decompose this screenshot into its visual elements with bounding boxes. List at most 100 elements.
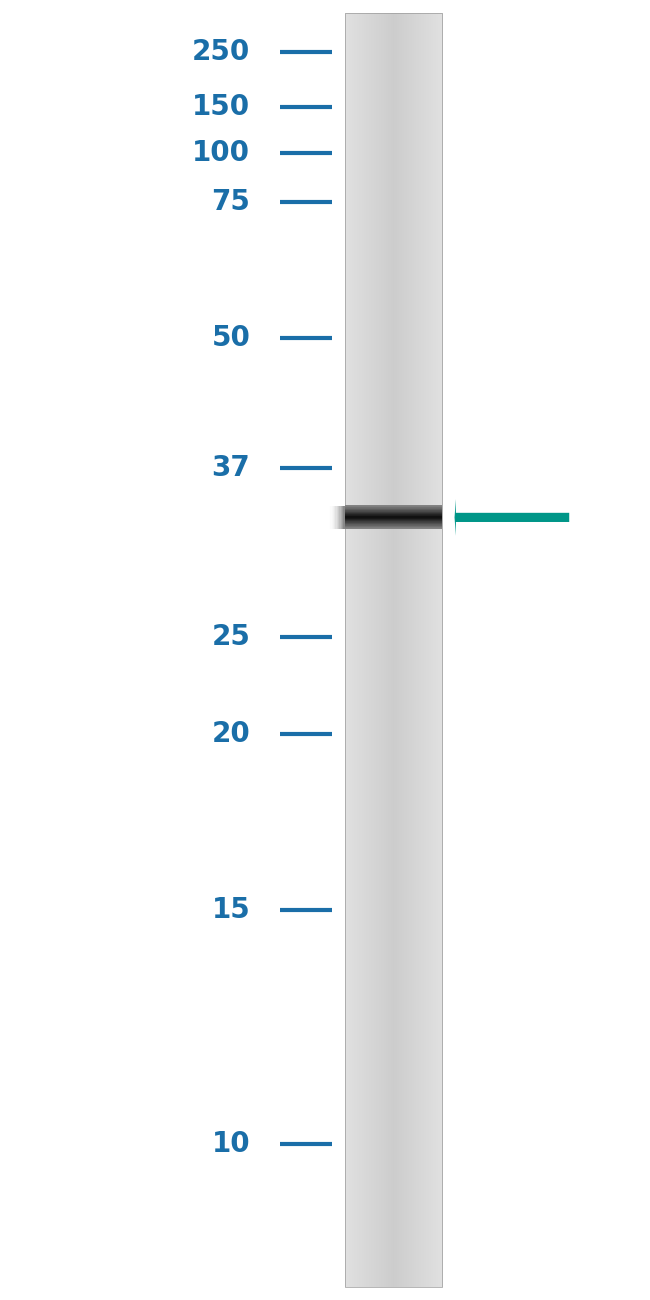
Text: 15: 15 [211,896,250,924]
Bar [419,13,421,1287]
Bar [410,13,412,1287]
Bar [334,506,335,529]
Bar [363,13,365,1287]
Bar [344,13,346,1287]
Bar [367,13,369,1287]
Bar [397,13,398,1287]
Bar [385,13,387,1287]
Text: 50: 50 [211,324,250,352]
Text: 10: 10 [212,1130,250,1158]
Bar [402,13,404,1287]
Bar [332,506,333,529]
Bar [364,13,366,1287]
Text: 250: 250 [192,38,250,66]
Bar [333,506,334,529]
Text: 100: 100 [192,139,250,168]
Bar [411,13,413,1287]
Bar [347,13,349,1287]
Bar [420,13,422,1287]
Bar [350,13,352,1287]
Bar [374,13,376,1287]
Text: 25: 25 [211,623,250,651]
Bar [353,13,355,1287]
Bar [399,13,401,1287]
Bar [392,13,394,1287]
Bar [354,13,356,1287]
Bar [403,13,405,1287]
Bar [343,506,344,529]
Bar [428,13,430,1287]
Bar [395,13,396,1287]
Bar [430,13,432,1287]
Bar [352,13,354,1287]
Bar [361,13,363,1287]
Bar [441,13,443,1287]
Bar [417,13,419,1287]
Bar [425,13,427,1287]
Bar [391,13,393,1287]
Bar [398,13,400,1287]
Bar [407,13,408,1287]
Bar [387,13,389,1287]
Bar [415,13,417,1287]
Bar [438,13,440,1287]
Bar [426,13,428,1287]
Bar [435,13,437,1287]
Bar [431,13,433,1287]
Text: 150: 150 [192,92,250,121]
Bar [365,13,367,1287]
Bar [418,13,419,1287]
Bar [428,13,429,1287]
Bar [329,506,330,529]
Bar [400,13,402,1287]
Bar [386,13,388,1287]
Bar [381,13,383,1287]
Bar [356,13,358,1287]
Bar [338,506,339,529]
Bar [389,13,390,1287]
Bar [437,13,439,1287]
Bar [376,13,378,1287]
Bar [406,13,408,1287]
Bar [409,13,411,1287]
Bar [357,13,359,1287]
Bar [432,13,434,1287]
Bar [335,506,337,529]
Bar [393,13,395,1287]
Bar [382,13,384,1287]
Bar [341,506,342,529]
Bar [404,13,406,1287]
Bar [380,13,382,1287]
Bar [434,13,436,1287]
Bar [337,506,338,529]
Bar [368,13,369,1287]
Bar [424,13,426,1287]
Bar [439,13,441,1287]
Bar [358,13,360,1287]
Bar [344,13,442,1287]
Text: 20: 20 [211,720,250,749]
Bar [339,506,341,529]
Bar [350,13,351,1287]
Bar [389,13,391,1287]
Bar [396,13,398,1287]
Bar [371,13,373,1287]
Bar [421,13,423,1287]
Bar [346,13,348,1287]
Bar [422,13,424,1287]
Bar [372,13,374,1287]
Bar [378,13,380,1287]
Text: 37: 37 [211,454,250,482]
Bar [384,13,385,1287]
Bar [348,13,350,1287]
Bar [360,13,362,1287]
Bar [436,13,438,1287]
Bar [413,13,415,1287]
Bar [342,506,343,529]
Bar [330,506,332,529]
Bar [408,13,410,1287]
Bar [414,13,416,1287]
Bar [359,13,361,1287]
Text: 75: 75 [211,187,250,216]
Bar [369,13,370,1287]
